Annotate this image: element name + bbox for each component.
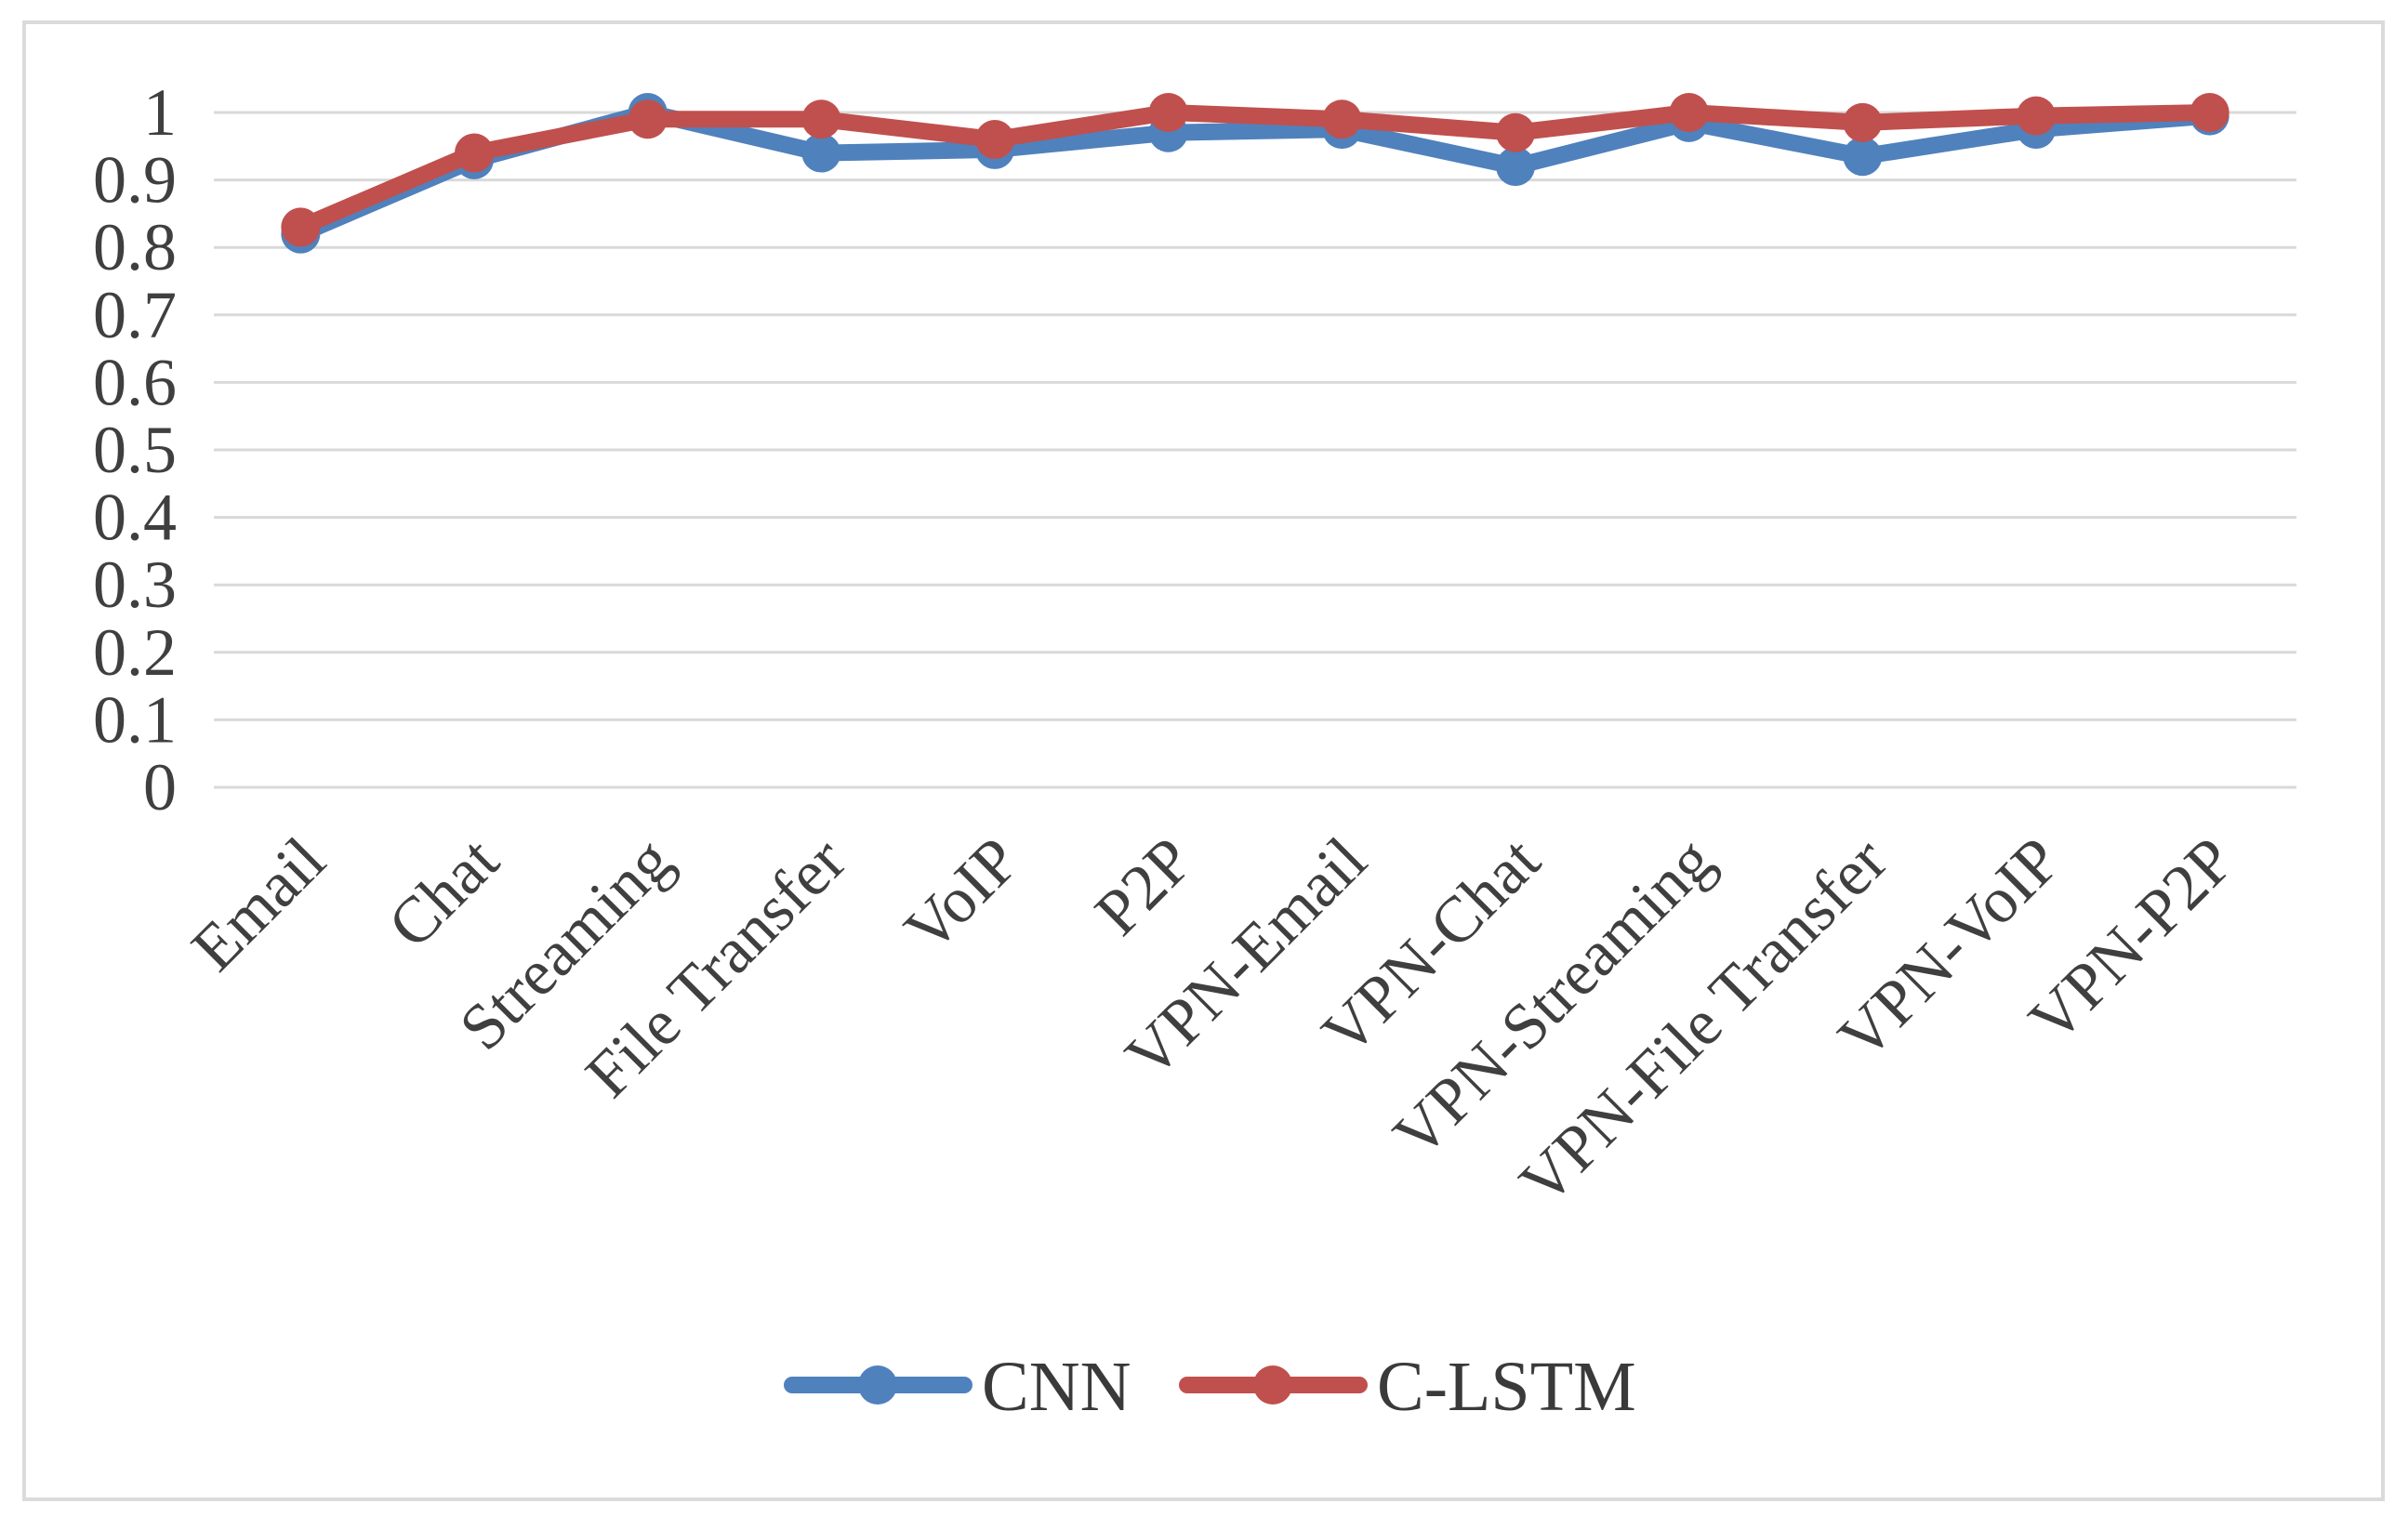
legend-label-cnn: CNN — [982, 1348, 1131, 1426]
data-point-marker-c-lstm — [1148, 93, 1188, 132]
figure-border — [22, 20, 2385, 1501]
data-point-marker-c-lstm — [2190, 93, 2229, 132]
y-tick-label: 0.3 — [93, 547, 177, 622]
y-tick-label: 0.6 — [93, 345, 177, 419]
legend-marker-cnn — [858, 1365, 897, 1405]
y-tick-label: 0.7 — [93, 278, 177, 352]
y-tick-label: 1 — [143, 75, 177, 150]
y-tick-label: 0.9 — [93, 143, 177, 218]
data-point-marker-c-lstm — [975, 120, 1014, 160]
y-tick-label: 0.5 — [93, 413, 177, 487]
data-point-marker-c-lstm — [2017, 96, 2056, 136]
y-tick-label: 0.1 — [93, 682, 177, 757]
legend-label-clstm: C-LSTM — [1377, 1348, 1636, 1426]
series-line-c-lstm — [292, 104, 2218, 236]
y-tick-label: 0.4 — [93, 481, 177, 555]
legend-marker-clstm — [1253, 1365, 1292, 1405]
data-point-marker-cnn — [1843, 137, 1883, 177]
y-axis-tick-labels: 00.10.20.30.40.50.60.70.80.91 — [93, 75, 177, 824]
data-point-marker-cnn — [1496, 147, 1535, 187]
data-point-marker-c-lstm — [455, 133, 494, 173]
data-point-marker-c-lstm — [1843, 102, 1883, 142]
series-lines-group — [281, 93, 2229, 254]
y-tick-label: 0 — [143, 750, 177, 824]
y-tick-label: 0.2 — [93, 615, 177, 690]
data-point-marker-c-lstm — [1669, 93, 1709, 132]
data-point-marker-c-lstm — [1322, 99, 1362, 139]
data-point-marker-cnn — [801, 133, 841, 173]
data-point-marker-c-lstm — [801, 99, 841, 139]
chart-legend: CNN C-LSTM — [784, 1348, 1636, 1426]
data-point-marker-c-lstm — [1496, 112, 1535, 152]
gridlines-group — [214, 111, 2296, 789]
data-point-marker-c-lstm — [628, 99, 668, 139]
y-tick-label: 0.8 — [93, 210, 177, 284]
data-point-marker-c-lstm — [281, 207, 321, 247]
